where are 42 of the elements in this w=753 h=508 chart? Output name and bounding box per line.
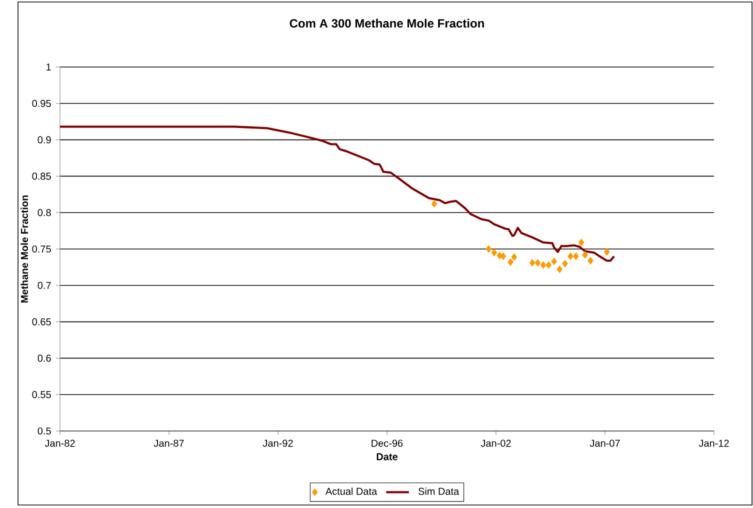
point <box>604 248 610 256</box>
point <box>500 252 506 260</box>
point <box>486 245 492 253</box>
y-tick-label: 0.8 <box>38 209 51 216</box>
point <box>551 258 558 266</box>
x-tick-label: Dec-96 <box>372 440 403 447</box>
y-tick-label: 0.75 <box>32 245 51 253</box>
y-tick-label: 0.85 <box>32 172 51 180</box>
point <box>562 260 568 268</box>
chart-title: Com A 300 Methane Mole Fraction <box>290 18 484 28</box>
y-tick-label: 0.65 <box>32 318 51 326</box>
point <box>573 252 579 260</box>
point <box>508 258 514 266</box>
point <box>534 259 541 267</box>
point <box>568 252 574 260</box>
y-tick-label: 0.6 <box>38 354 51 362</box>
point <box>556 266 562 274</box>
point <box>431 200 438 208</box>
y-tick-label: 0.9 <box>38 136 51 144</box>
x-tick-label: Jan-92 <box>262 440 293 447</box>
y-tick-label: 0.95 <box>32 100 51 107</box>
point <box>546 261 552 269</box>
x-axis-title: Date <box>376 453 398 460</box>
y-axis-title: Methane Mole Fraction <box>20 195 28 303</box>
y-tick-label: 0.55 <box>32 391 51 398</box>
y-tick-label: 0.7 <box>38 282 51 289</box>
point <box>529 259 536 267</box>
legend-label: Sim Data <box>418 488 460 495</box>
y-tick-label: 1 <box>46 64 51 70</box>
x-tick-label: Jan-07 <box>590 440 620 447</box>
x-tick-label: Jan-87 <box>154 440 184 447</box>
x-tick-label: Jan-12 <box>698 440 729 447</box>
point <box>588 256 594 264</box>
legend-label: Actual Data <box>325 488 378 495</box>
point <box>582 251 588 259</box>
x-tick-label: Jan-82 <box>44 440 75 447</box>
y-tick-label: 0.5 <box>38 427 51 435</box>
point <box>491 248 498 256</box>
point <box>511 253 518 261</box>
x-tick-label: Jan-02 <box>480 440 511 447</box>
point <box>578 238 584 246</box>
point <box>540 261 546 269</box>
